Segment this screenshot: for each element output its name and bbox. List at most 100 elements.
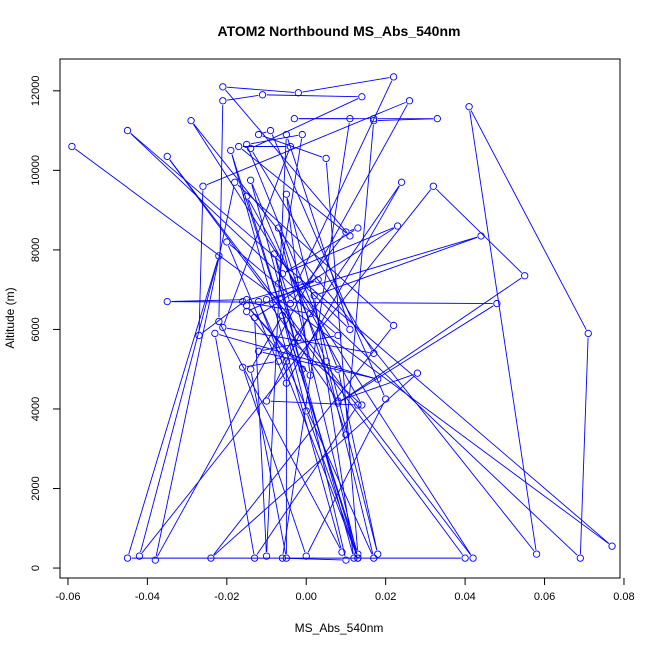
data-point — [334, 399, 342, 407]
data-point — [278, 311, 287, 320]
series-segment — [171, 299, 243, 302]
data-point — [286, 142, 295, 151]
series-segment — [243, 371, 306, 553]
series-segment — [254, 321, 267, 552]
series-segment — [140, 259, 219, 553]
data-point — [282, 357, 291, 365]
data-point — [354, 224, 362, 232]
data-point — [584, 329, 592, 338]
series-segment — [218, 104, 224, 318]
data-point — [465, 103, 473, 111]
data-point — [195, 331, 203, 340]
data-point — [358, 93, 366, 101]
series-segment — [278, 232, 358, 555]
x-axis-label: MS_Abs_540nm — [295, 621, 384, 635]
y-tick-label: 2000 — [30, 476, 42, 500]
series-segment — [215, 337, 255, 555]
series-segment — [286, 557, 342, 561]
series-segment — [266, 138, 287, 552]
series-segment — [169, 159, 463, 556]
series-segment — [226, 86, 295, 93]
series-segment — [202, 301, 244, 334]
data-point — [282, 379, 291, 387]
data-point — [239, 297, 247, 306]
series-segment — [307, 402, 385, 553]
series-segment — [341, 374, 414, 401]
series-segment — [341, 305, 494, 402]
data-point — [219, 97, 227, 105]
data-point — [397, 178, 406, 186]
data-point — [532, 550, 541, 558]
data-point — [123, 554, 132, 562]
data-point — [123, 126, 132, 135]
data-point — [322, 154, 330, 163]
data-point — [346, 325, 354, 334]
data-point — [68, 142, 76, 151]
series-segment — [192, 123, 472, 555]
data-point — [262, 295, 271, 304]
data-point — [243, 192, 251, 200]
data-point — [358, 401, 366, 409]
data-point — [286, 299, 295, 308]
series-segment — [250, 134, 299, 145]
data-point — [461, 554, 469, 562]
data-point — [302, 552, 310, 560]
series-line-group — [75, 77, 610, 561]
x-tick-label: -0.06 — [55, 591, 80, 603]
series-segment — [246, 280, 315, 301]
chart-title: ATOM2 Northbound MS_Abs_540nm — [218, 23, 461, 39]
data-point — [346, 232, 354, 240]
data-point — [374, 550, 382, 558]
series-segment — [469, 110, 537, 551]
data-point — [270, 250, 279, 258]
data-point — [469, 554, 477, 562]
data-point — [278, 270, 287, 278]
y-tick-label: 8000 — [30, 238, 42, 262]
series-segment — [155, 186, 235, 557]
y-tick-label: 6000 — [30, 317, 42, 341]
data-point — [290, 339, 298, 348]
data-point — [302, 407, 310, 415]
data-point — [433, 115, 441, 123]
series-segment — [262, 131, 267, 134]
data-point — [342, 431, 350, 439]
data-point — [338, 548, 346, 556]
series-segment — [285, 229, 355, 272]
data-point — [250, 313, 259, 322]
data-point — [370, 115, 378, 123]
data-point — [298, 130, 306, 139]
data-point — [219, 83, 227, 91]
data-point — [334, 397, 342, 405]
data-point — [282, 130, 291, 139]
series-segment — [257, 227, 395, 316]
data-point — [370, 116, 378, 125]
series-segment — [279, 287, 298, 334]
data-point — [389, 321, 398, 330]
series-segment — [254, 98, 359, 148]
data-point — [370, 349, 378, 357]
data-point — [521, 272, 529, 280]
data-point — [187, 116, 195, 125]
x-tick-label: -0.04 — [135, 591, 160, 603]
data-point — [163, 297, 171, 306]
series-segment — [250, 373, 287, 555]
y-tick-label: 4000 — [30, 397, 42, 421]
data-point — [493, 299, 501, 308]
series-segment — [286, 198, 311, 372]
series-segment — [75, 148, 609, 545]
series-segment — [295, 347, 302, 366]
data-point — [354, 554, 362, 562]
series-segment — [262, 335, 334, 351]
data-point — [274, 357, 283, 365]
series-segment — [341, 277, 522, 402]
data-point — [374, 375, 382, 383]
series-segment — [282, 319, 306, 407]
data-point — [246, 144, 255, 153]
series-segment — [307, 414, 357, 555]
data-point — [298, 365, 306, 373]
series-segment — [297, 345, 360, 403]
data-point — [294, 89, 302, 97]
series-segment — [436, 188, 522, 274]
data-point — [215, 317, 223, 326]
data-point — [306, 309, 314, 318]
